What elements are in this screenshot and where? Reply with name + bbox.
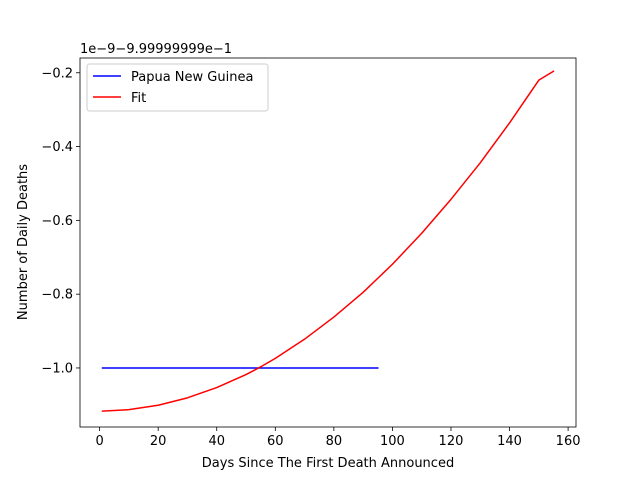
axes: 0 20 40 60 80 100 120 140 160 −1.0 −0.8 −0.6 −0.4 −0.… [41,57,581,449]
y-tick-label: −0.6 [41,214,73,229]
legend-label: Fit [131,91,146,106]
legend-label: Papua New Guinea [131,70,253,85]
x-tick-label: 60 [267,434,284,449]
y-tick-label: −0.8 [41,288,73,303]
plot-area [101,70,555,412]
x-tick-label: 20 [150,434,167,449]
axes-frame [79,57,577,428]
series-line-1 [101,70,555,412]
y-tick-label: −0.2 [41,66,73,81]
y-tick-label: −0.4 [41,140,73,155]
x-tick-label: 80 [326,434,343,449]
x-tick-label: 160 [556,434,581,449]
x-axis-label: Days Since The First Death Announced [202,456,454,471]
y-tick-label: −1.0 [41,361,73,376]
x-tick-label: 40 [208,434,225,449]
y-axis-label: Number of Daily Deaths [16,164,31,320]
legend-box [86,63,269,112]
y-offset-label: 1e−9−9.99999999e−1 [80,42,232,57]
x-tick-label: 100 [380,434,405,449]
x-tick-label: 120 [439,434,464,449]
legend: Papua New Guinea Fit [86,63,269,112]
x-tick-label: 0 [95,434,103,449]
x-tick-label: 140 [497,434,522,449]
